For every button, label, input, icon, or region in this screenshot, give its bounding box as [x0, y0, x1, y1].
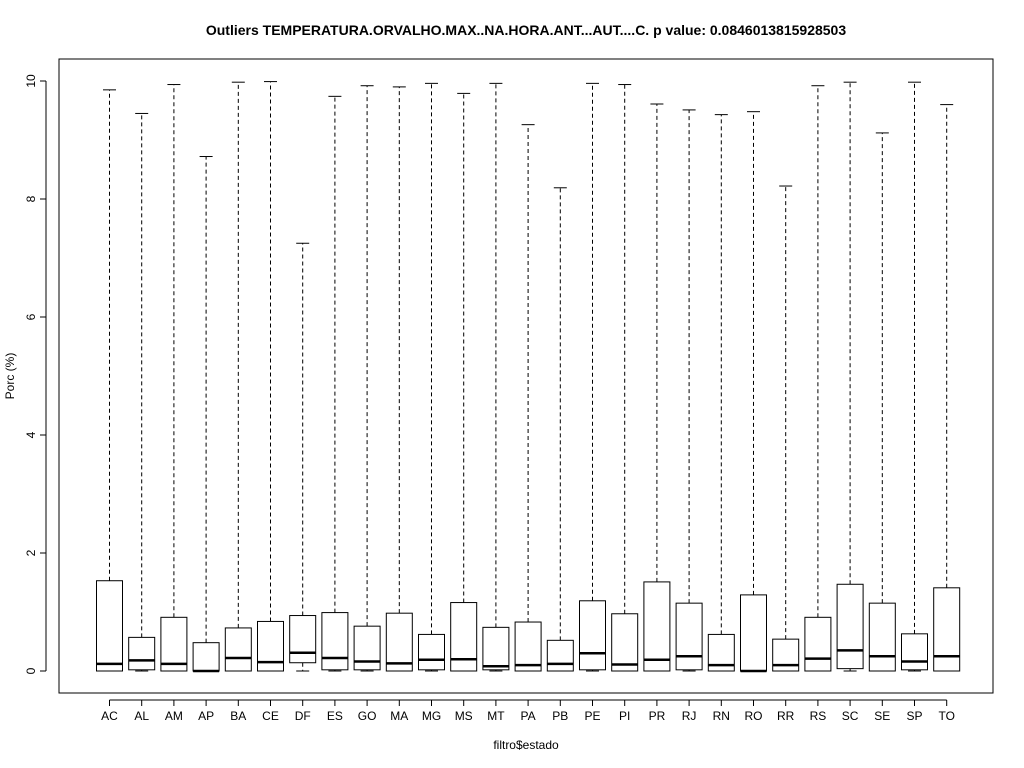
box-se: [868, 132, 896, 672]
box-pr: [643, 103, 671, 672]
y-tick-label: 8: [24, 195, 38, 202]
iqr-box: [836, 583, 864, 670]
iqr-box: [546, 639, 574, 672]
box-to: [933, 104, 961, 672]
box-am: [160, 84, 188, 672]
iqr-box: [321, 612, 349, 671]
plot-frame: [58, 58, 994, 694]
x-tick-label-am: AM: [165, 709, 183, 723]
iqr-box: [257, 620, 284, 672]
x-tick-label-pa: PA: [521, 709, 536, 723]
box-rs: [804, 85, 832, 672]
iqr-box: [611, 613, 639, 672]
x-tick-label-sp: SP: [906, 709, 922, 723]
x-tick-label-ac: AC: [101, 709, 118, 723]
box-series: [96, 81, 961, 673]
x-tick-label-pe: PE: [584, 709, 600, 723]
y-tick-label: 0: [24, 667, 38, 674]
box-ba: [224, 81, 252, 672]
x-tick-label-ro: RO: [745, 709, 763, 723]
y-axis: 0 2 4 6 8 10: [24, 74, 47, 674]
x-tick-label-ms: MS: [455, 709, 473, 723]
x-tick-label-es: ES: [327, 709, 343, 723]
y-tick-label: 6: [24, 313, 38, 320]
box-df: [289, 242, 317, 672]
iqr-box: [804, 616, 832, 672]
x-tick-label-pi: PI: [619, 709, 630, 723]
x-tick-label-sc: SC: [842, 709, 859, 723]
iqr-box: [353, 625, 381, 671]
box-rr: [772, 185, 800, 672]
box-rn: [707, 114, 735, 672]
x-tick-label-pb: PB: [552, 709, 568, 723]
x-tick-label-pr: PR: [649, 709, 666, 723]
box-al: [128, 112, 156, 672]
x-tick-label-ma: MA: [390, 709, 408, 723]
x-tick-label-go: GO: [358, 709, 377, 723]
x-tick-label-mg: MG: [422, 709, 441, 723]
iqr-box: [579, 600, 606, 671]
box-ro: [740, 111, 767, 673]
iqr-box: [514, 621, 542, 672]
x-tick-label-rr: RR: [777, 709, 795, 723]
box-sp: [901, 81, 928, 672]
box-pa: [514, 124, 542, 672]
iqr-box: [192, 642, 220, 672]
iqr-box: [96, 580, 123, 672]
x-tick-label-to: TO: [938, 709, 954, 723]
box-sc: [836, 81, 864, 672]
box-ma: [385, 86, 413, 672]
box-pi: [611, 84, 639, 672]
box-mg: [418, 82, 445, 672]
x-tick-label-rn: RN: [713, 709, 730, 723]
iqr-box: [740, 594, 767, 672]
x-tick-label-ba: BA: [230, 709, 246, 723]
box-ap: [192, 156, 220, 673]
chart-title: Outliers TEMPERATURA.ORVALHO.MAX..NA.HOR…: [206, 22, 847, 38]
y-tick-label: 10: [24, 74, 38, 88]
iqr-box: [675, 602, 703, 671]
box-go: [353, 85, 381, 672]
x-axis: AC AL AM AP BA CE DF ES GO MA MG MS MT PA PB PE PI PR RJ RN…: [101, 699, 955, 723]
iqr-box: [450, 602, 478, 672]
box-es: [321, 95, 349, 672]
iqr-box: [385, 612, 413, 672]
box-ms: [450, 92, 478, 672]
iqr-box: [224, 627, 252, 672]
box-rj: [675, 109, 703, 672]
x-tick-label-mt: MT: [487, 709, 505, 723]
box-ce: [257, 81, 284, 672]
iqr-box: [868, 602, 896, 672]
x-axis-label: filtro$estado: [493, 738, 559, 752]
iqr-box: [643, 581, 671, 672]
x-tick-label-rj: RJ: [682, 709, 697, 723]
y-tick-label: 4: [24, 431, 38, 438]
x-tick-label-rs: RS: [810, 709, 827, 723]
iqr-box: [160, 616, 188, 672]
x-tick-label-df: DF: [295, 709, 311, 723]
x-tick-label-se: SE: [874, 709, 890, 723]
iqr-box: [901, 633, 928, 671]
iqr-box: [418, 633, 445, 671]
iqr-box: [128, 636, 156, 671]
iqr-box: [482, 626, 510, 671]
x-tick-label-ap: AP: [198, 709, 214, 723]
x-tick-label-al: AL: [134, 709, 149, 723]
box-pb: [546, 187, 574, 672]
box-pe: [579, 82, 606, 672]
y-axis-label: Porc (%): [3, 353, 17, 400]
iqr-box: [289, 615, 317, 664]
y-tick-label: 2: [24, 549, 38, 556]
box-mt: [482, 82, 510, 672]
iqr-box: [933, 587, 961, 672]
box-ac: [96, 89, 123, 672]
x-tick-label-ce: CE: [262, 709, 279, 723]
